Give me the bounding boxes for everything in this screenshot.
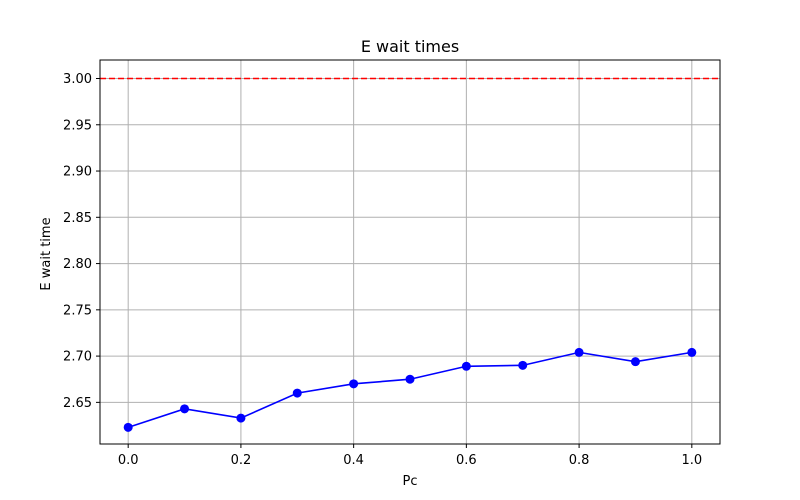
data-point: [123, 422, 133, 432]
data-point: [630, 357, 640, 367]
x-tick-label: 0.4: [343, 453, 364, 468]
y-axis-label: E wait time: [39, 217, 54, 290]
data-point: [180, 404, 190, 414]
data-point: [405, 374, 415, 384]
x-axis-ticks: 0.0 0.2 0.4 0.6 0.8 1.0: [118, 444, 702, 468]
data-point: [518, 360, 528, 370]
y-tick-label: 3.00: [63, 72, 92, 87]
y-tick-label: 2.85: [63, 211, 92, 226]
y-tick-label: 2.90: [63, 165, 92, 180]
data-point: [349, 379, 359, 389]
y-tick-label: 2.80: [63, 257, 92, 272]
y-axis-ticks: 2.65 2.70 2.75 2.80 2.85 2.90 2.95 3.00: [63, 72, 100, 411]
data-point: [687, 347, 697, 357]
x-tick-label: 1.0: [681, 453, 702, 468]
series-line: [127, 351, 692, 429]
grid-lines: [100, 60, 720, 444]
x-tick-label: 0.2: [231, 453, 252, 468]
data-point: [461, 361, 471, 371]
y-tick-label: 2.75: [63, 303, 92, 318]
y-tick-label: 2.65: [63, 396, 92, 411]
data-point: [292, 388, 302, 398]
x-tick-label: 0.0: [118, 453, 139, 468]
plot-area-frame: [99, 59, 721, 445]
y-tick-label: 2.95: [63, 118, 92, 133]
data-point: [574, 347, 584, 357]
chart-title: E wait times: [361, 37, 459, 56]
data-point: [236, 413, 246, 423]
y-tick-label: 2.70: [63, 350, 92, 365]
series-layer: [123, 347, 697, 432]
x-tick-label: 0.8: [569, 453, 590, 468]
x-tick-label: 0.6: [456, 453, 477, 468]
x-axis-label: Pc: [403, 474, 418, 489]
